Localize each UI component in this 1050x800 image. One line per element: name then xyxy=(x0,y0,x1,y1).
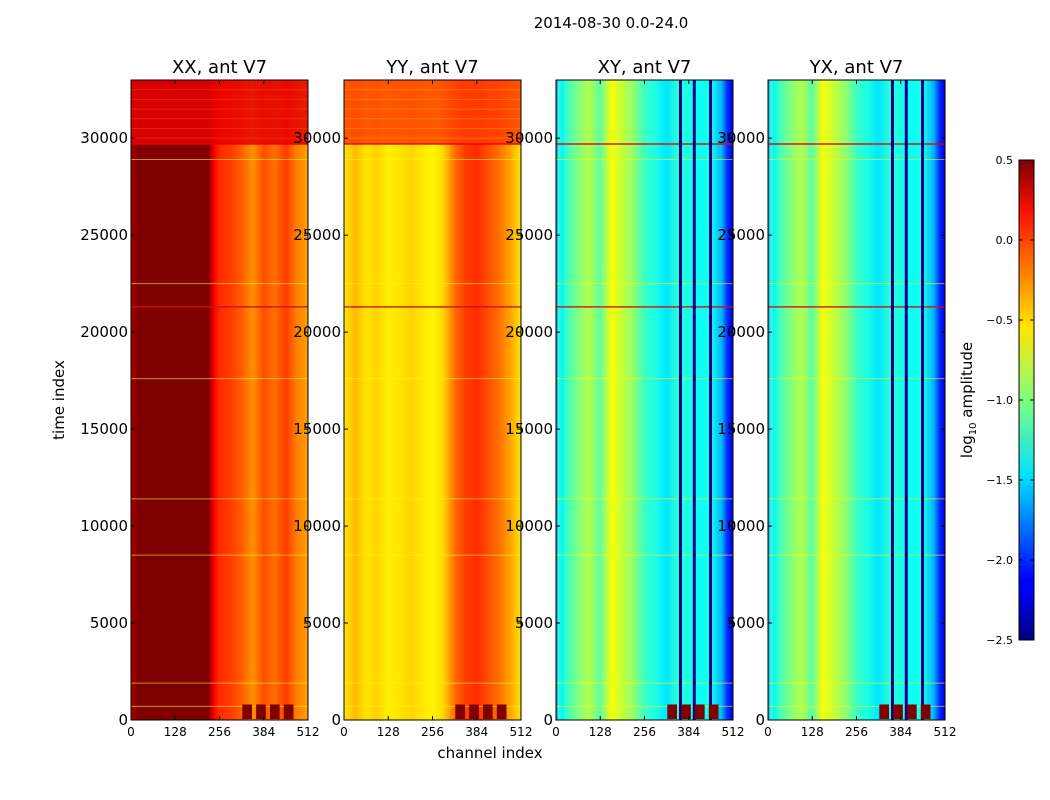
colorbar: 0.5 0.0 −0.5 −1.0 −1.5 −2.0 −2.5 log10 amplitu… xyxy=(958,154,1035,647)
x-tick-label: 384 xyxy=(465,725,488,739)
heatmap-panel: XX, ant V7 0 128 256 384 512 0 5000 10000 15000 20… xyxy=(80,57,319,739)
heatmap-panel: YY, ant V7 0 128 256 384 512 0 5000 10000 15000 20… xyxy=(293,57,532,739)
hot-spot xyxy=(893,704,903,720)
x-tick-label: 128 xyxy=(164,725,187,739)
x-tick-label: 128 xyxy=(377,725,400,739)
y-tick-label: 0 xyxy=(755,711,765,729)
hot-spot xyxy=(879,704,889,720)
heatmap-image xyxy=(768,80,945,720)
x-tick-label: 512 xyxy=(722,725,745,739)
y-tick-label: 25000 xyxy=(80,226,128,244)
hot-spot xyxy=(283,704,294,720)
colorbar-tick-label: −0.5 xyxy=(986,314,1013,327)
panel-title: XY, ant V7 xyxy=(598,57,692,78)
x-tick-label: 512 xyxy=(297,725,320,739)
y-tick-label: 15000 xyxy=(505,420,553,438)
y-tick-label: 30000 xyxy=(293,129,341,147)
x-tick-label: 256 xyxy=(421,725,444,739)
y-tick-label: 25000 xyxy=(505,226,553,244)
x-tick-label: 256 xyxy=(208,725,231,739)
y-tick-label: 0 xyxy=(543,711,553,729)
y-tick-label: 25000 xyxy=(717,226,765,244)
x-tick-label: 384 xyxy=(889,725,912,739)
x-tick-label: 0 xyxy=(764,725,772,739)
x-tick-label: 128 xyxy=(589,725,612,739)
y-tick-label: 20000 xyxy=(293,323,341,341)
x-tick-label: 0 xyxy=(552,725,560,739)
y-tick-label: 0 xyxy=(118,711,128,729)
y-tick-label: 30000 xyxy=(717,129,765,147)
y-axis-label: time index xyxy=(50,360,68,440)
hot-spot xyxy=(469,704,479,720)
y-tick-label: 20000 xyxy=(717,323,765,341)
hot-spot xyxy=(681,704,691,720)
y-tick-label: 20000 xyxy=(80,323,128,341)
hot-spot xyxy=(496,704,507,720)
hot-spot xyxy=(920,704,931,720)
y-tick-label: 5000 xyxy=(90,614,128,632)
hot-spot xyxy=(482,704,493,720)
colorbar-label: log10 amplitude xyxy=(958,342,979,458)
y-tick-label: 5000 xyxy=(303,614,341,632)
hot-spot xyxy=(708,704,719,720)
heatmap-image xyxy=(556,80,733,720)
y-tick-label: 0 xyxy=(331,711,341,729)
y-tick-label: 30000 xyxy=(505,129,553,147)
colorbar-label-base: log xyxy=(958,435,976,458)
y-tick-label: 5000 xyxy=(515,614,553,632)
y-tick-label: 10000 xyxy=(80,517,128,535)
y-tick-label: 25000 xyxy=(293,226,341,244)
x-tick-label: 256 xyxy=(633,725,656,739)
colorbar-label-subscript: 10 xyxy=(968,422,979,435)
panel-title: YY, ant V7 xyxy=(385,57,478,78)
panel-title: XX, ant V7 xyxy=(172,57,267,78)
panel-title: YX, ant V7 xyxy=(809,57,904,78)
hot-spot xyxy=(906,704,917,720)
colorbar-label-rest: amplitude xyxy=(958,342,976,423)
x-tick-label: 0 xyxy=(127,725,135,739)
hot-spot xyxy=(455,704,465,720)
colorbar-ticks: 0.5 0.0 −0.5 −1.0 −1.5 −2.0 −2.5 xyxy=(986,154,1034,647)
y-tick-label: 10000 xyxy=(717,517,765,535)
x-tick-label: 512 xyxy=(510,725,533,739)
y-tick-label: 15000 xyxy=(717,420,765,438)
x-tick-label: 0 xyxy=(340,725,348,739)
x-axis-label: channel index xyxy=(437,744,542,762)
hot-spot xyxy=(694,704,705,720)
hot-spot xyxy=(256,704,266,720)
x-tick-label: 384 xyxy=(677,725,700,739)
heatmap-image xyxy=(131,80,308,720)
x-tick-label: 512 xyxy=(934,725,957,739)
x-tick-label: 128 xyxy=(801,725,824,739)
colorbar-tick-label: −2.0 xyxy=(986,554,1013,567)
y-tick-label: 5000 xyxy=(727,614,765,632)
colorbar-tick-label: 0.0 xyxy=(996,234,1014,247)
y-tick-label: 30000 xyxy=(80,129,128,147)
y-tick-label: 15000 xyxy=(293,420,341,438)
y-tick-label: 10000 xyxy=(505,517,553,535)
heatmap-panels: XX, ant V7 0 128 256 384 512 0 5000 10000 15000 20… xyxy=(80,57,956,739)
top-block xyxy=(344,80,521,144)
y-tick-label: 15000 xyxy=(80,420,128,438)
hot-spot xyxy=(242,704,252,720)
x-tick-label: 256 xyxy=(845,725,868,739)
hot-spot xyxy=(269,704,280,720)
colorbar-tick-label: −2.5 xyxy=(986,634,1013,647)
hot-spot xyxy=(667,704,677,720)
figure-suptitle: 2014-08-30 0.0-24.0 xyxy=(534,14,689,32)
heatmap-image xyxy=(344,80,521,720)
x-tick-label: 384 xyxy=(252,725,275,739)
heatmap-panel: XY, ant V7 0 128 256 384 512 0 5000 10000 15000 20… xyxy=(505,57,744,739)
colorbar-tick-label: −1.0 xyxy=(986,394,1013,407)
heatmap-panel: YX, ant V7 0 128 256 384 512 0 5000 10000 15000 20… xyxy=(717,57,956,739)
colorbar-tick-label: −1.5 xyxy=(986,474,1013,487)
colorbar-tick-label: 0.5 xyxy=(996,154,1014,167)
top-block xyxy=(131,80,308,144)
y-tick-label: 20000 xyxy=(505,323,553,341)
y-tick-label: 10000 xyxy=(293,517,341,535)
